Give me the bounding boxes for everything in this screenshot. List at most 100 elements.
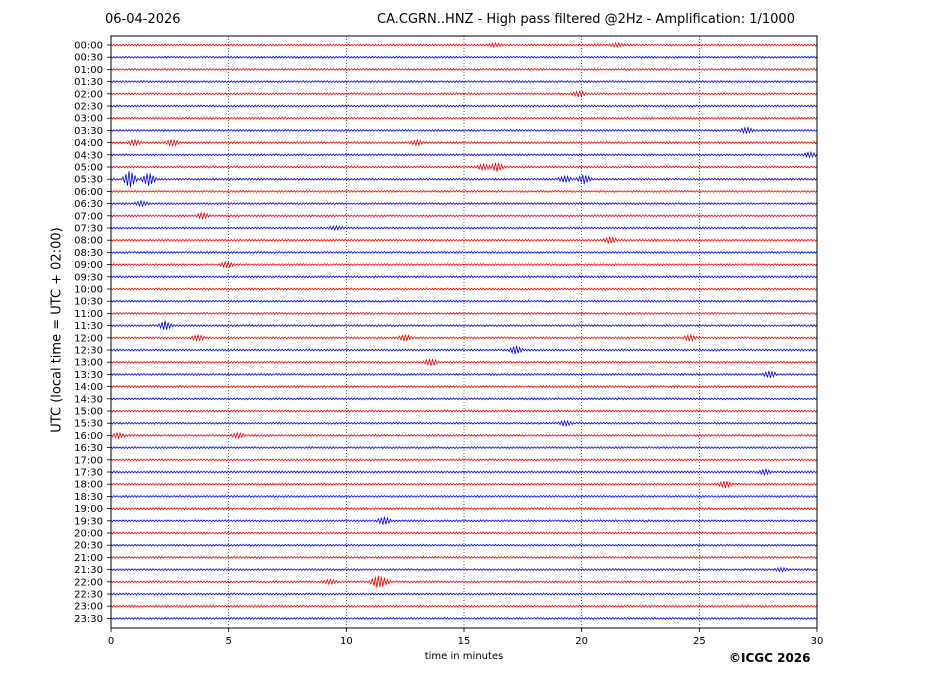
trace-2130	[110, 566, 818, 573]
trace-0300	[110, 116, 818, 120]
y-tick-label: 09:30	[74, 272, 103, 283]
trace-0330	[110, 125, 818, 135]
trace-2000	[110, 531, 818, 535]
y-tick-label: 08:30	[74, 248, 103, 259]
plot-frame	[110, 35, 818, 629]
y-tick-label: 00:00	[74, 41, 103, 52]
y-tick-label: 06:00	[74, 187, 103, 198]
y-tick-label: 21:30	[74, 565, 103, 576]
trace-1200	[110, 333, 818, 343]
y-tick-label: 04:00	[74, 138, 103, 149]
trace-1430	[110, 397, 818, 401]
y-tick-label: 04:30	[74, 150, 103, 161]
y-tick-label: 15:00	[74, 407, 103, 418]
trace-0500	[110, 162, 818, 172]
y-tick-label: 13:00	[74, 358, 103, 369]
trace-1700	[110, 458, 818, 462]
y-tick-label: 03:30	[74, 126, 103, 137]
trace-0630	[110, 199, 818, 208]
trace-1400	[110, 384, 818, 389]
trace-0230	[110, 104, 818, 108]
chart-title: CA.CGRN..HNZ - High pass filtered @2Hz -…	[377, 12, 795, 27]
y-tick-label: 22:00	[74, 577, 103, 588]
y-tick-label: 12:30	[74, 346, 103, 357]
x-tick-label: 15	[458, 636, 471, 647]
y-tick-label: 20:00	[74, 529, 103, 540]
trace-0530	[110, 171, 818, 188]
trace-0030	[110, 55, 818, 59]
y-tick-label: 11:00	[74, 309, 103, 320]
y-tick-label: 02:00	[74, 89, 103, 100]
trace-0400	[110, 138, 818, 147]
y-tick-label: 02:30	[74, 102, 103, 113]
x-tick-label: 25	[693, 636, 706, 647]
trace-1530	[110, 419, 818, 428]
y-tick-label: 05:30	[74, 175, 103, 186]
y-tick-label: 01:00	[74, 65, 103, 76]
y-tick-label: 23:30	[74, 614, 103, 625]
y-tick-label: 20:30	[74, 541, 103, 552]
trace-1730	[110, 467, 818, 477]
y-tick-label: 10:30	[74, 297, 103, 308]
trace-1100	[110, 311, 818, 316]
trace-0000	[110, 41, 818, 49]
trace-2330	[110, 616, 818, 621]
y-tick-label: 01:30	[74, 77, 103, 88]
trace-1930	[110, 516, 818, 525]
y-tick-label: 00:30	[74, 53, 103, 64]
x-tick-label: 20	[575, 636, 588, 647]
trace-0830	[110, 250, 818, 255]
trace-0100	[110, 67, 818, 72]
trace-1230	[110, 345, 818, 355]
trace-0430	[110, 150, 818, 159]
y-tick-label: 19:00	[74, 504, 103, 515]
date-label: 06-04-2026	[105, 12, 181, 27]
trace-1830	[110, 494, 818, 499]
x-tick-label: 10	[340, 636, 353, 647]
y-tick-label: 18:30	[74, 492, 103, 503]
y-tick-label: 05:00	[74, 163, 103, 174]
y-tick-label: 08:00	[74, 236, 103, 247]
y-tick-label: 21:00	[74, 553, 103, 564]
y-tick-label: 03:00	[74, 114, 103, 125]
trace-0800	[110, 236, 818, 245]
trace-0130	[110, 79, 818, 84]
trace-2030	[110, 543, 818, 547]
y-tick-label: 13:30	[74, 370, 103, 381]
y-tick-label: 07:00	[74, 211, 103, 222]
trace-1500	[110, 409, 818, 413]
trace-1330	[110, 370, 818, 379]
y-tick-label: 06:30	[74, 199, 103, 210]
y-tick-label: 16:00	[74, 431, 103, 442]
x-tick-label: 0	[108, 636, 114, 647]
trace-1800	[110, 480, 818, 489]
x-axis-label: time in minutes	[424, 651, 504, 662]
trace-0700	[110, 211, 818, 220]
y-tick-label: 18:00	[74, 480, 103, 491]
y-tick-label: 22:30	[74, 590, 103, 601]
trace-0200	[110, 90, 818, 98]
trace-0900	[110, 260, 818, 269]
trace-1030	[110, 299, 818, 303]
y-tick-label: 14:00	[74, 382, 103, 393]
y-tick-label: 19:30	[74, 516, 103, 527]
y-tick-label: 07:30	[74, 224, 103, 235]
trace-2100	[110, 555, 818, 560]
y-tick-label: 09:00	[74, 260, 103, 271]
y-tick-label: 12:00	[74, 333, 103, 344]
trace-1600	[110, 431, 818, 440]
trace-1630	[110, 445, 818, 450]
y-tick-label: 15:30	[74, 419, 103, 430]
y-tick-label: 11:30	[74, 321, 103, 332]
y-tick-label: 23:00	[74, 602, 103, 613]
trace-2200	[110, 575, 818, 588]
y-tick-label: 10:00	[74, 285, 103, 296]
y-tick-label: 17:30	[74, 468, 103, 479]
trace-0600	[110, 189, 818, 194]
trace-1000	[110, 287, 818, 291]
y-tick-label: 17:00	[74, 455, 103, 466]
y-tick-label: 14:30	[74, 394, 103, 405]
trace-2230	[110, 592, 818, 596]
trace-0730	[110, 224, 818, 232]
